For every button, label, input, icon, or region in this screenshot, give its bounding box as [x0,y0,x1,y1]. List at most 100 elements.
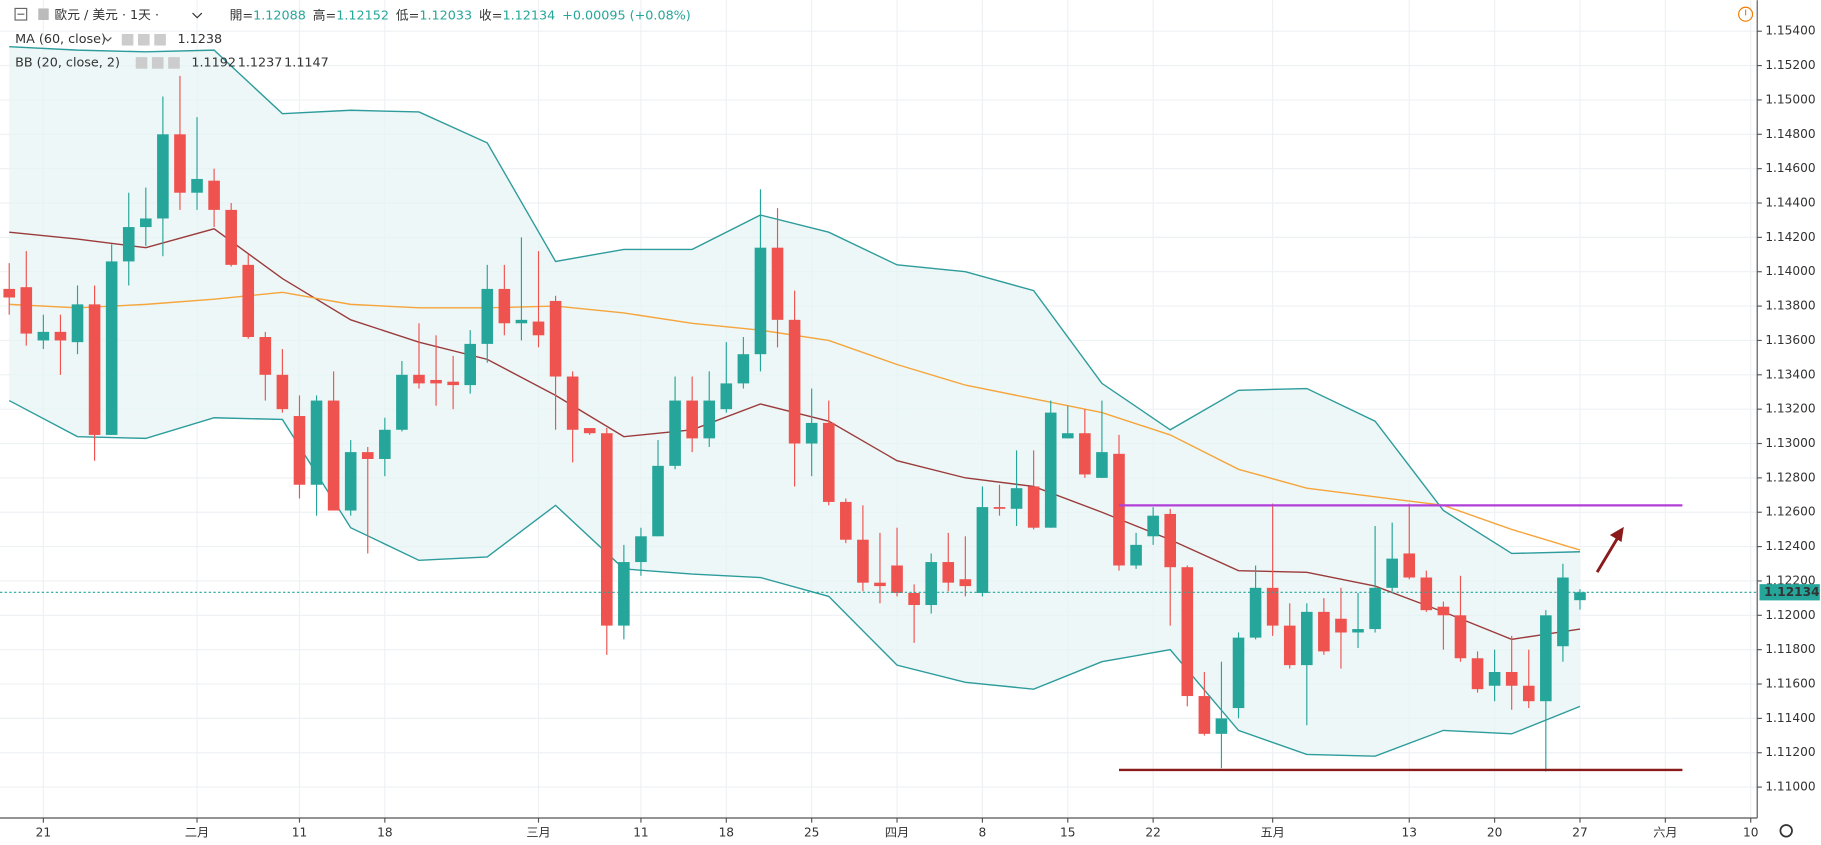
eye-icon[interactable] [135,57,148,69]
drawings [0,504,1758,772]
candle-body [874,582,886,587]
candle-body [600,433,613,626]
y-tick-label: 1.14600 [1765,161,1815,175]
x-tick-label: 20 [1487,826,1502,840]
candle-body [413,374,425,384]
candle-body [788,319,801,444]
candle-body [959,579,972,587]
candle-body [686,400,698,439]
candle-body [1061,433,1074,439]
candle-body [122,227,135,262]
candle-body [1505,671,1518,686]
candle-body [583,428,596,434]
candle-body [208,180,220,210]
arrow-head [1609,526,1624,542]
y-tick-label: 1.15400 [1765,24,1815,38]
open-value: 1.12088 [253,8,306,23]
candle-body [379,429,391,459]
bb-lower-value: 1.1147 [284,55,329,70]
eye-icon[interactable] [121,33,134,46]
y-tick-label: 1.14400 [1765,196,1815,210]
candle-body [1471,658,1484,690]
bb-legend[interactable]: BB (20, close, 2) [15,55,120,70]
candle-body [1181,567,1194,697]
y-tick-label: 1.11400 [1765,711,1815,725]
dropdown[interactable] [103,37,112,42]
dropdown[interactable] [192,12,203,19]
candle-body [1437,606,1450,616]
candle-body [293,416,306,485]
candle-body [1352,629,1364,633]
alert-icon[interactable] [1738,6,1754,22]
candle-body [276,374,289,410]
candle-body [225,209,237,265]
candle-body [857,539,869,583]
candle-body [3,288,16,298]
x-tick-label: 22 [1145,826,1160,840]
x-tick-label: 10 [1743,826,1758,840]
y-tick-label: 1.11000 [1765,780,1815,794]
candle-body [20,287,33,334]
y-tick-label: 1.12600 [1765,505,1815,519]
x-tick-label: 21 [36,826,51,840]
collapse-icon[interactable] [14,7,28,21]
low-value: 1.12033 [419,8,472,23]
last-price-label: 1.12134 [1764,585,1819,599]
candle-body [891,565,903,593]
settings-icon[interactable] [138,33,150,46]
y-tick-label: 1.11200 [1765,745,1815,759]
time-axis-bg [0,818,1821,845]
candle-body [1215,718,1228,734]
candle-body [1335,618,1347,633]
candle-body [174,134,186,193]
candle-body [191,178,203,193]
symbol[interactable]: 歐元 / 美元 · 1天 · [55,8,160,23]
x-tick-label: 27 [1572,826,1587,840]
candle-body [344,452,357,511]
candle-body [703,400,716,439]
y-tick-label: 1.13400 [1765,367,1815,381]
x-tick-label: 三月 [526,826,550,840]
x-tick-label: 8 [979,826,987,840]
candle-body [1301,611,1313,666]
candle-body [822,422,835,502]
y-tick-label: 1.11800 [1765,642,1815,656]
candle-body [481,288,494,344]
settings-gear[interactable] [1779,824,1793,838]
candle-body [242,264,255,338]
axes: 1.11000 1.11200 1.11400 1.11600 1.11800 1.120… [36,24,1820,840]
candle-body [1454,615,1467,659]
candle-body [652,465,664,537]
symbol-icon [38,8,49,21]
x-tick-label: 五月 [1261,826,1285,840]
candle-body [430,379,442,384]
candle-body [498,288,511,324]
candle-body [635,536,647,563]
candle-body [737,354,750,384]
candle-body [447,381,459,386]
x-tick-label: 15 [1060,826,1075,840]
settings-icon[interactable] [151,57,164,69]
candle-body [361,452,374,459]
last-price-box [1759,584,1820,601]
y-tick-label: 1.12400 [1765,539,1815,553]
remove-icon[interactable] [168,57,180,69]
x-tick-label: 25 [804,826,819,840]
candle-body [1010,488,1023,509]
candle-body [1386,558,1398,588]
y-tick-label: 1.15000 [1765,92,1815,106]
candle-body [1318,611,1330,652]
y-tick-label: 1.12200 [1765,573,1815,587]
close-label: 收= [479,8,502,23]
candle-body [157,134,169,219]
remove-icon[interactable] [154,33,166,46]
candle-body [1096,452,1108,478]
candle-body [1403,553,1416,578]
x-tick-label: 18 [377,826,392,840]
x-tick-label: 18 [719,826,734,840]
candle-body [140,218,152,228]
candle-body [976,507,989,593]
candle-body [1027,486,1040,528]
candle-body [771,247,784,320]
ma-legend[interactable]: MA (60, close) [15,32,106,47]
